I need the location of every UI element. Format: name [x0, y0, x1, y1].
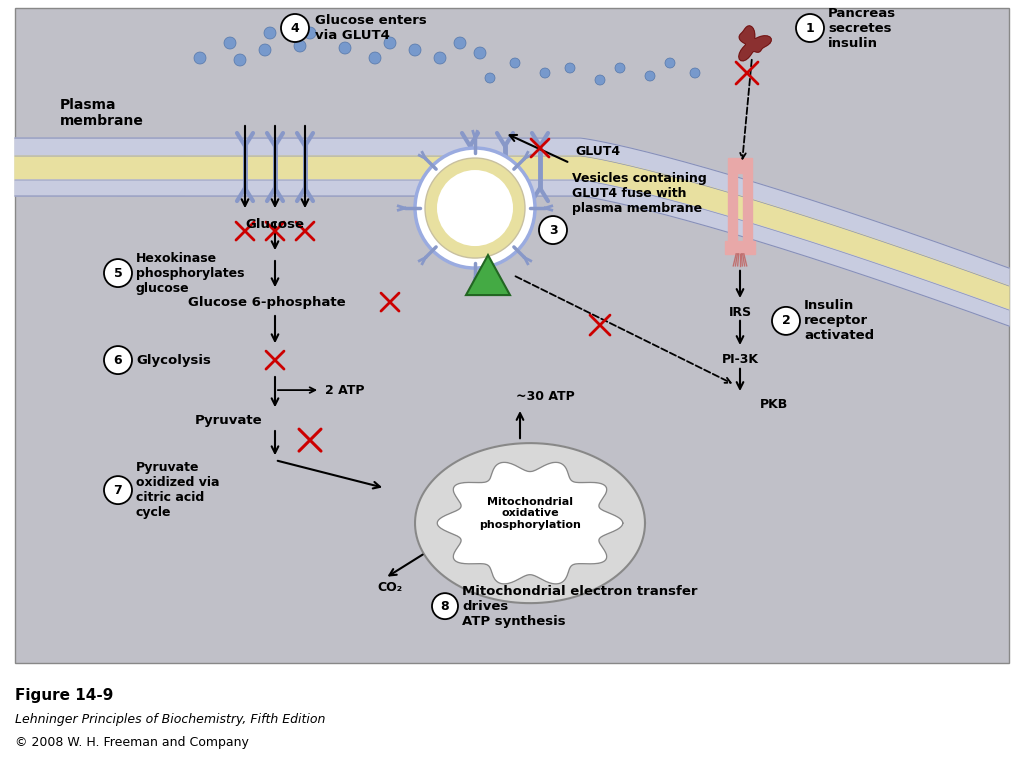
Circle shape — [595, 75, 605, 85]
Polygon shape — [415, 443, 645, 603]
Text: Glucose 6-phosphate: Glucose 6-phosphate — [188, 296, 346, 309]
Polygon shape — [437, 462, 623, 584]
Text: © 2008 W. H. Freeman and Company: © 2008 W. H. Freeman and Company — [15, 736, 249, 749]
Text: Pyruvate
oxidized via
citric acid
cycle: Pyruvate oxidized via citric acid cycle — [136, 461, 219, 519]
Circle shape — [384, 37, 396, 49]
Polygon shape — [15, 138, 1009, 286]
Polygon shape — [466, 255, 510, 295]
Text: IRS: IRS — [728, 306, 752, 319]
Text: Glycolysis: Glycolysis — [136, 353, 211, 366]
Circle shape — [772, 307, 800, 335]
Text: Mitochondrial electron transfer
drives
ATP synthesis: Mitochondrial electron transfer drives A… — [462, 584, 697, 627]
Circle shape — [104, 476, 132, 504]
Text: 5: 5 — [114, 266, 123, 280]
Circle shape — [304, 27, 316, 39]
Text: 3: 3 — [549, 223, 557, 237]
Circle shape — [474, 47, 486, 59]
Polygon shape — [15, 156, 1009, 310]
Circle shape — [415, 148, 535, 268]
Circle shape — [294, 40, 306, 52]
Polygon shape — [725, 241, 755, 254]
Polygon shape — [728, 158, 752, 173]
Circle shape — [645, 71, 655, 81]
Circle shape — [434, 52, 446, 64]
Text: 7: 7 — [114, 484, 123, 497]
Circle shape — [510, 58, 520, 68]
Circle shape — [565, 63, 575, 73]
Text: PI-3K: PI-3K — [722, 353, 759, 366]
Text: Pyruvate: Pyruvate — [195, 414, 262, 426]
Circle shape — [281, 14, 309, 42]
Circle shape — [194, 52, 206, 64]
Circle shape — [665, 58, 675, 68]
Text: Insulin
receptor
activated: Insulin receptor activated — [804, 300, 874, 343]
Text: Plasma
membrane: Plasma membrane — [60, 98, 144, 128]
Text: Figure 14-9: Figure 14-9 — [15, 688, 114, 703]
Text: ~30 ATP: ~30 ATP — [516, 390, 574, 403]
Text: Hexokinase
phosphorylates
glucose: Hexokinase phosphorylates glucose — [136, 252, 245, 295]
Polygon shape — [15, 180, 1009, 326]
Text: Lehninger Principles of Biochemistry, Fifth Edition: Lehninger Principles of Biochemistry, Fi… — [15, 713, 326, 726]
Circle shape — [540, 68, 550, 78]
Circle shape — [339, 42, 351, 54]
Text: 2: 2 — [781, 314, 791, 327]
Text: PKB: PKB — [760, 398, 788, 411]
Circle shape — [539, 216, 567, 244]
Text: Vesicles containing
GLUT4 fuse with
plasma membrane: Vesicles containing GLUT4 fuse with plas… — [572, 171, 707, 214]
Circle shape — [104, 346, 132, 374]
Circle shape — [796, 14, 824, 42]
Text: CO₂: CO₂ — [378, 581, 402, 594]
Circle shape — [437, 170, 513, 246]
Circle shape — [224, 37, 236, 49]
Circle shape — [454, 37, 466, 49]
Text: 4: 4 — [291, 22, 299, 35]
Polygon shape — [738, 26, 771, 61]
Circle shape — [425, 158, 525, 258]
Text: Pancreas
secretes
insulin: Pancreas secretes insulin — [828, 6, 896, 49]
Circle shape — [485, 73, 495, 83]
Text: 8: 8 — [440, 600, 450, 613]
Text: Glucose: Glucose — [246, 218, 304, 231]
Polygon shape — [743, 173, 752, 241]
Circle shape — [104, 259, 132, 287]
Circle shape — [690, 68, 700, 78]
Circle shape — [234, 54, 246, 66]
Circle shape — [432, 593, 458, 619]
Polygon shape — [728, 173, 737, 241]
Circle shape — [615, 63, 625, 73]
Text: 1: 1 — [806, 22, 814, 35]
Circle shape — [369, 52, 381, 64]
Circle shape — [264, 27, 276, 39]
Text: 2 ATP: 2 ATP — [325, 383, 365, 396]
Text: 6: 6 — [114, 353, 122, 366]
Text: Mitochondrial
oxidative
phosphorylation: Mitochondrial oxidative phosphorylation — [479, 497, 581, 530]
Text: Glucose enters
via GLUT4: Glucose enters via GLUT4 — [315, 14, 427, 42]
Circle shape — [409, 44, 421, 56]
Text: GLUT4: GLUT4 — [575, 145, 621, 158]
Circle shape — [259, 44, 271, 56]
